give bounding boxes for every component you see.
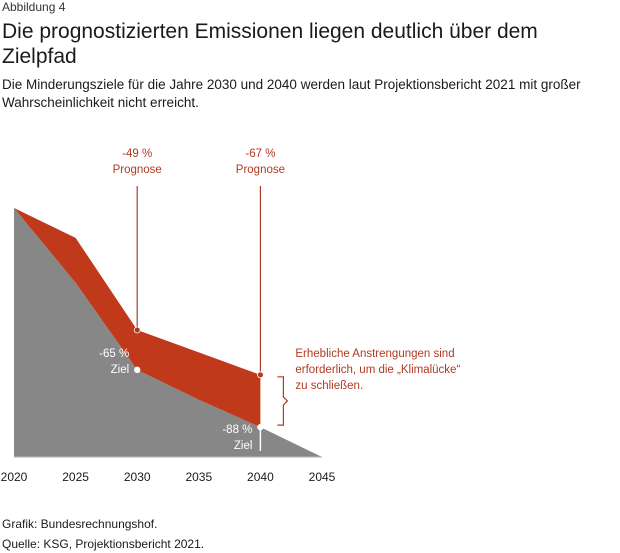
gap-note-line: erforderlich, um die „Klimalücke“ bbox=[295, 364, 460, 376]
forecast-2040-marker bbox=[256, 371, 264, 379]
target-2030-value: -65 % bbox=[99, 348, 129, 360]
target-2030-label: Ziel bbox=[111, 364, 130, 376]
forecast-2040-label: Prognose bbox=[236, 164, 285, 176]
gap-note-line: zu schließen. bbox=[295, 380, 363, 392]
page-title: Die prognostizierten Emissionen liegen d… bbox=[2, 20, 538, 68]
x-tick-label: 2045 bbox=[309, 470, 336, 484]
gap-note-line: Erhebliche Anstrengungen sind bbox=[295, 348, 454, 360]
x-tick-label: 2030 bbox=[124, 470, 151, 484]
x-tick-label: 2020 bbox=[1, 470, 28, 484]
x-tick-label: 2035 bbox=[185, 470, 212, 484]
footer-source: Quelle: KSG, Projektionsbericht 2021. bbox=[2, 537, 205, 551]
chart-annotations: -49 % Prognose -67 % Prognose -65 % Ziel -88 %… bbox=[99, 148, 460, 452]
x-axis: 2020 2025 2030 2035 2040 2045 bbox=[1, 456, 336, 484]
forecast-2040-value: -67 % bbox=[245, 148, 275, 160]
forecast-2030-label: Prognose bbox=[113, 164, 162, 176]
target-2030-marker bbox=[134, 366, 141, 374]
target-2040-value: -88 % bbox=[222, 424, 252, 436]
chart-areas bbox=[14, 208, 322, 457]
x-tick-label: 2040 bbox=[247, 470, 274, 484]
target-area bbox=[14, 208, 322, 457]
target-2040-label: Ziel bbox=[234, 440, 253, 452]
target-2040-marker bbox=[257, 423, 264, 431]
footer-graphic-credit: Grafik: Bundesrechnungshof. bbox=[2, 517, 158, 531]
forecast-2030-value: -49 % bbox=[122, 148, 152, 160]
page-subtitle: Die Minderungsziele für die Jahre 2030 u… bbox=[2, 77, 581, 110]
climate-gap-area bbox=[14, 208, 261, 428]
gap-bracket bbox=[277, 376, 289, 426]
forecast-2030-marker bbox=[133, 326, 141, 334]
figure-label: Abbildung 4 bbox=[2, 0, 66, 14]
x-tick-label: 2025 bbox=[62, 470, 89, 484]
